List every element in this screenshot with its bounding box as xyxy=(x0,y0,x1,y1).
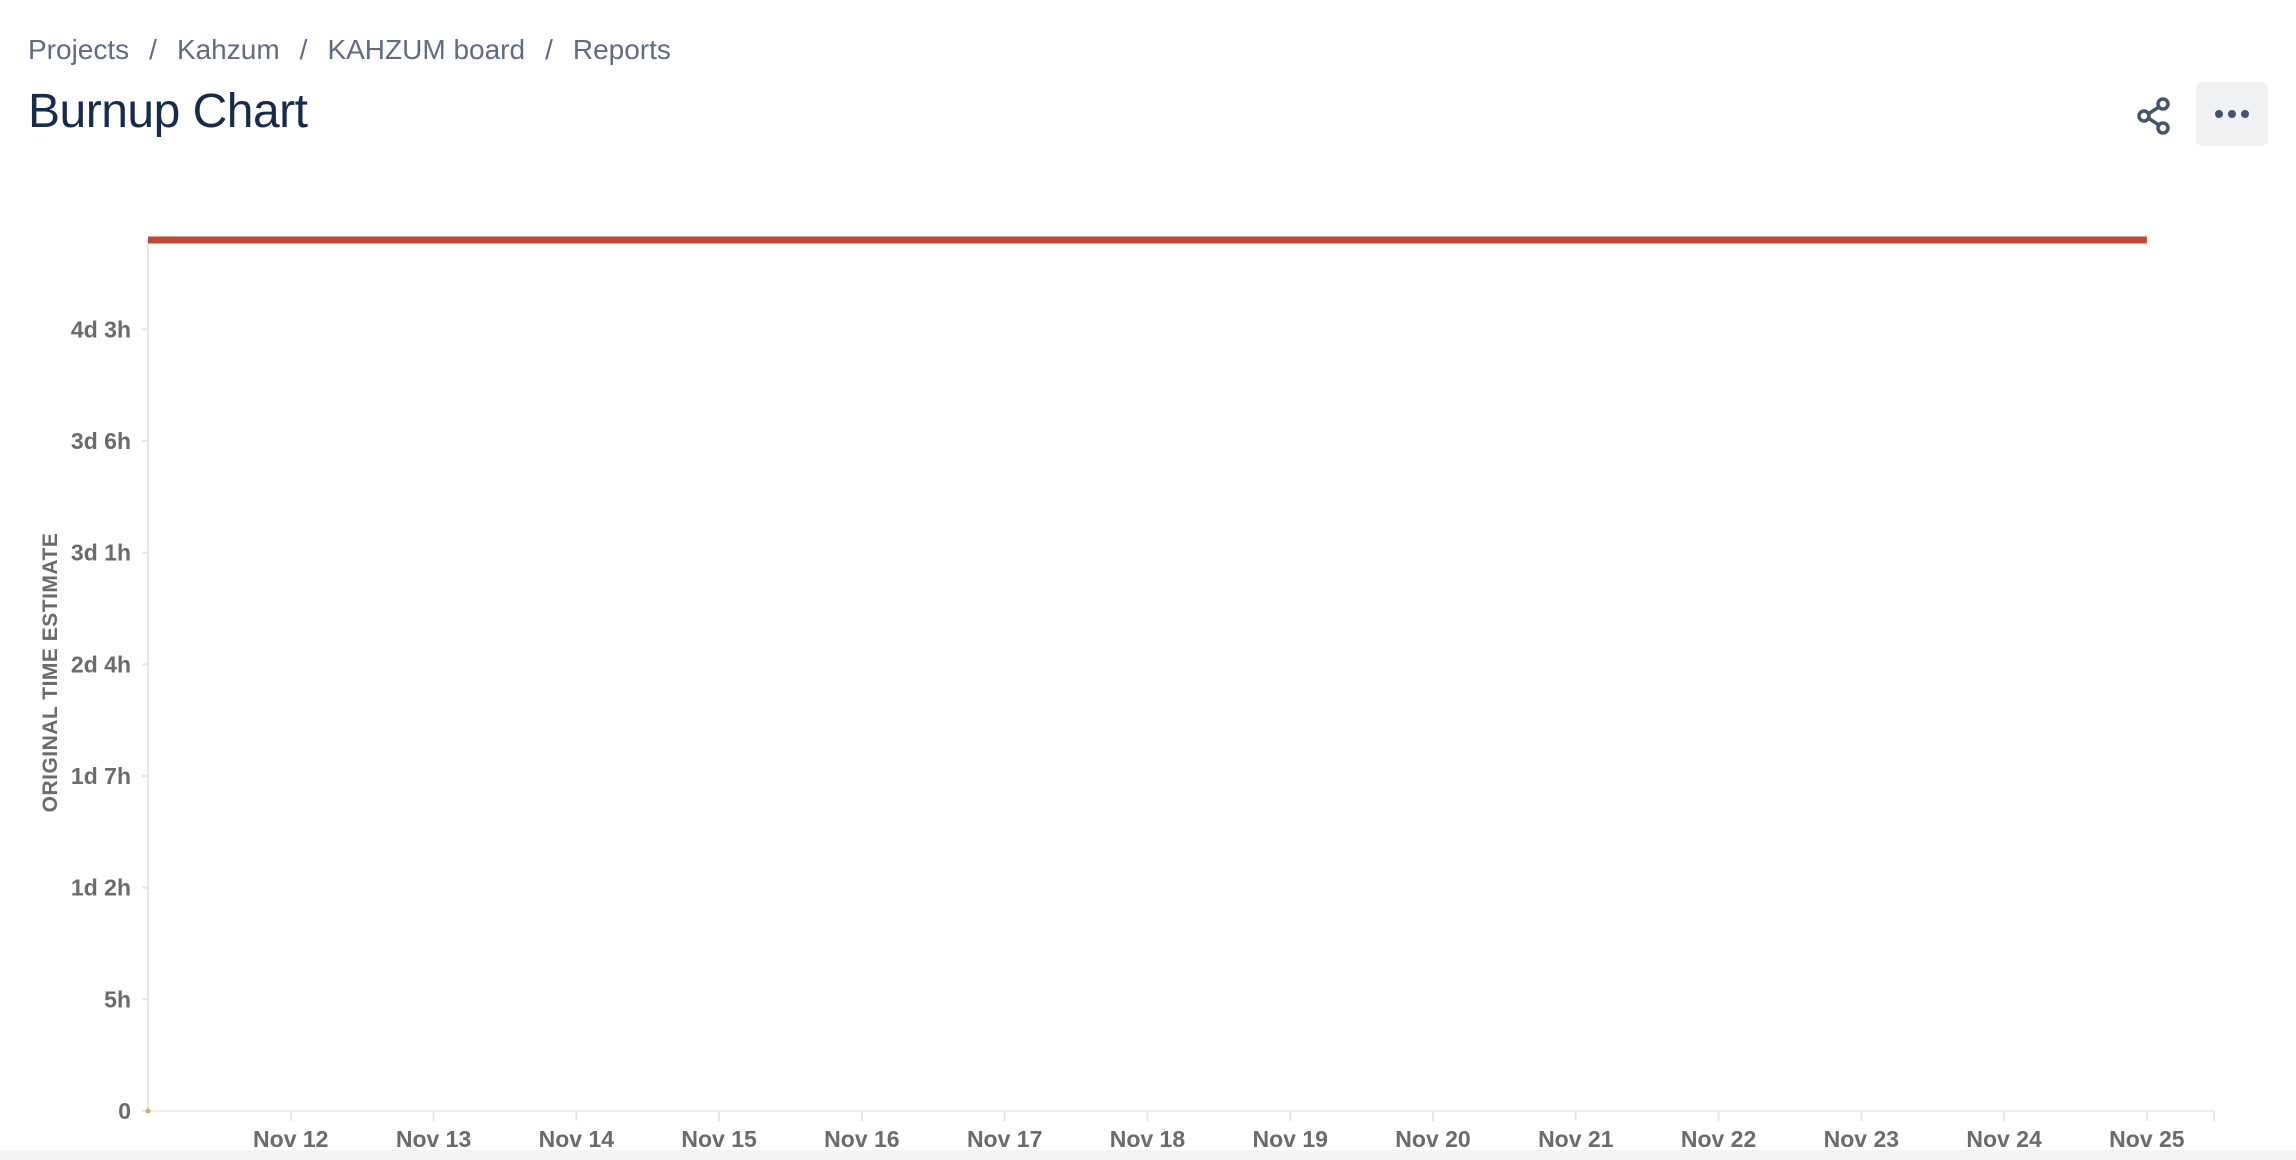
y-tick-label: 5h xyxy=(104,986,131,1012)
y-tick-label: 3d 1h xyxy=(71,540,131,566)
x-tick-label: Nov 20 xyxy=(1395,1126,1470,1152)
page-footer-shade xyxy=(0,1150,2296,1160)
breadcrumb-board[interactable]: KAHZUM board xyxy=(327,34,526,65)
x-tick-label: Nov 19 xyxy=(1253,1126,1328,1152)
share-button[interactable] xyxy=(2118,84,2190,148)
breadcrumb-projects[interactable]: Projects xyxy=(28,34,130,65)
breadcrumb-separator: / xyxy=(149,34,157,65)
y-tick-label: 1d 2h xyxy=(71,875,131,901)
x-tick-label: Nov 23 xyxy=(1824,1126,1899,1152)
y-tick-label: 3d 6h xyxy=(71,428,131,454)
y-tick-label: 0 xyxy=(118,1098,131,1124)
share-icon xyxy=(2137,97,2170,135)
x-tick-label: Nov 24 xyxy=(1966,1126,2042,1152)
more-actions-button[interactable] xyxy=(2196,82,2268,146)
x-tick-label: Nov 25 xyxy=(2109,1126,2185,1152)
breadcrumb: Projects / Kahzum / KAHZUM board / Repor… xyxy=(28,30,671,70)
y-axis-title: ORIGINAL TIME ESTIMATE xyxy=(39,533,62,813)
breadcrumb-separator: / xyxy=(545,34,553,65)
x-tick-label: Nov 13 xyxy=(396,1126,471,1152)
breadcrumb-kahzum[interactable]: Kahzum xyxy=(176,34,280,65)
x-tick-label: Nov 17 xyxy=(967,1126,1042,1152)
x-tick-label: Nov 22 xyxy=(1681,1126,1756,1152)
x-tick-label: Nov 16 xyxy=(824,1126,899,1152)
x-tick-label: Nov 14 xyxy=(539,1126,615,1152)
x-tick-label: Nov 18 xyxy=(1110,1126,1186,1152)
more-horizontal-icon xyxy=(2215,110,2249,118)
x-tick-label: Nov 21 xyxy=(1538,1126,1614,1152)
origin-point xyxy=(145,1108,151,1114)
y-tick-label: 1d 7h xyxy=(71,763,131,789)
y-tick-label: 2d 4h xyxy=(71,651,131,677)
breadcrumb-separator: / xyxy=(299,34,308,65)
breadcrumb-reports[interactable]: Reports xyxy=(572,34,671,65)
y-tick-label: 4d 3h xyxy=(71,316,131,342)
page-title: Burnup Chart xyxy=(28,85,308,138)
x-tick-label: Nov 15 xyxy=(681,1126,757,1152)
x-tick-label: Nov 12 xyxy=(253,1126,328,1152)
